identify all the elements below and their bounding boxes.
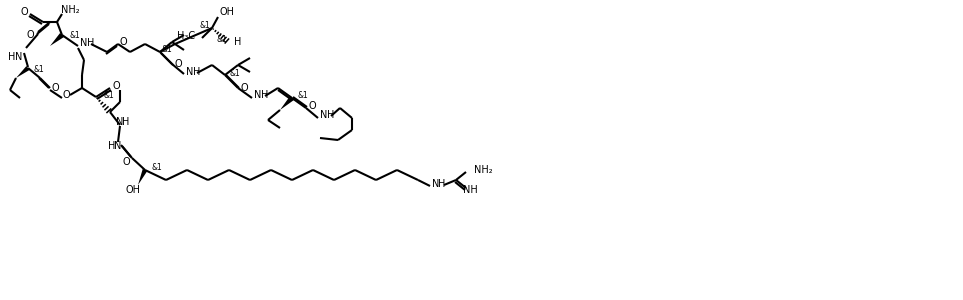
Text: NH₂: NH₂ bbox=[474, 165, 493, 175]
Text: H: H bbox=[234, 37, 242, 47]
Text: N: N bbox=[186, 67, 194, 77]
Text: O: O bbox=[122, 157, 130, 167]
Text: OH: OH bbox=[220, 7, 235, 17]
Text: &1: &1 bbox=[199, 20, 210, 29]
Text: N: N bbox=[254, 90, 262, 100]
Polygon shape bbox=[50, 33, 64, 46]
Text: NH₂: NH₂ bbox=[61, 5, 79, 15]
Text: &1: &1 bbox=[33, 65, 43, 74]
Text: H: H bbox=[438, 179, 446, 189]
Text: N: N bbox=[15, 52, 23, 62]
Text: &1: &1 bbox=[217, 35, 227, 44]
Text: O: O bbox=[51, 83, 59, 93]
Text: O: O bbox=[20, 7, 28, 17]
Text: O: O bbox=[308, 101, 316, 111]
Text: H: H bbox=[327, 110, 335, 120]
Text: &1: &1 bbox=[230, 68, 241, 77]
Text: NH: NH bbox=[462, 185, 478, 195]
Text: N: N bbox=[321, 110, 327, 120]
Text: H: H bbox=[88, 38, 94, 48]
Text: O: O bbox=[112, 81, 119, 91]
Text: H: H bbox=[9, 52, 15, 62]
Text: H: H bbox=[108, 141, 116, 151]
Text: &1: &1 bbox=[70, 31, 81, 40]
Text: O: O bbox=[240, 83, 247, 93]
Text: O: O bbox=[26, 30, 34, 40]
Polygon shape bbox=[16, 66, 30, 78]
Text: O: O bbox=[174, 59, 182, 69]
Text: &1: &1 bbox=[162, 46, 172, 55]
Text: OH: OH bbox=[125, 185, 141, 195]
Polygon shape bbox=[280, 96, 294, 110]
Text: N: N bbox=[80, 38, 88, 48]
Text: H₃C: H₃C bbox=[177, 31, 195, 41]
Text: N: N bbox=[115, 141, 121, 151]
Text: N: N bbox=[432, 179, 440, 189]
Text: O: O bbox=[119, 37, 127, 47]
Text: H: H bbox=[122, 117, 130, 127]
Text: H: H bbox=[261, 90, 269, 100]
Text: &1: &1 bbox=[103, 91, 114, 100]
Text: H: H bbox=[194, 67, 200, 77]
Text: O: O bbox=[63, 90, 69, 100]
Text: &1: &1 bbox=[298, 92, 309, 100]
Polygon shape bbox=[138, 169, 147, 185]
Text: &1: &1 bbox=[152, 164, 163, 172]
Text: N: N bbox=[117, 117, 123, 127]
